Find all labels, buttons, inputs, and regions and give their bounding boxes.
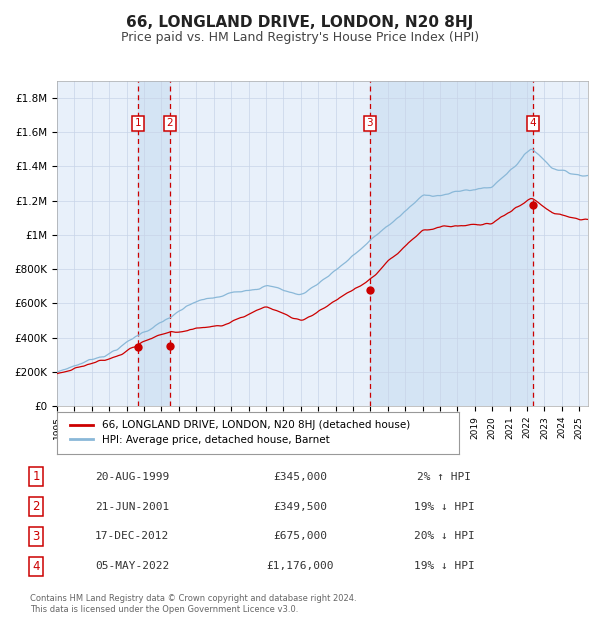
Text: 19% ↓ HPI: 19% ↓ HPI (413, 561, 475, 571)
Text: 2: 2 (32, 500, 40, 513)
Text: 1: 1 (134, 118, 141, 128)
Text: 1: 1 (32, 471, 40, 483)
Text: Price paid vs. HM Land Registry's House Price Index (HPI): Price paid vs. HM Land Registry's House … (121, 31, 479, 44)
Text: 4: 4 (32, 560, 40, 572)
Bar (370, 81, 533, 406)
Text: 3: 3 (367, 118, 373, 128)
Text: £349,500: £349,500 (273, 502, 327, 512)
Text: 21-JUN-2001: 21-JUN-2001 (95, 502, 169, 512)
Legend: 66, LONGLAND DRIVE, LONDON, N20 8HJ (detached house), HPI: Average price, detach: 66, LONGLAND DRIVE, LONDON, N20 8HJ (det… (66, 416, 414, 450)
Text: 66, LONGLAND DRIVE, LONDON, N20 8HJ: 66, LONGLAND DRIVE, LONDON, N20 8HJ (127, 16, 473, 30)
Text: 3: 3 (32, 530, 40, 542)
Bar (138, 81, 170, 406)
Text: 17-DEC-2012: 17-DEC-2012 (95, 531, 169, 541)
Text: 4: 4 (530, 118, 536, 128)
Text: 05-MAY-2022: 05-MAY-2022 (95, 561, 169, 571)
Text: Contains HM Land Registry data © Crown copyright and database right 2024.
This d: Contains HM Land Registry data © Crown c… (30, 595, 356, 614)
Text: 20-AUG-1999: 20-AUG-1999 (95, 472, 169, 482)
Text: £675,000: £675,000 (273, 531, 327, 541)
Text: 2% ↑ HPI: 2% ↑ HPI (417, 472, 471, 482)
Text: £345,000: £345,000 (273, 472, 327, 482)
Text: 19% ↓ HPI: 19% ↓ HPI (413, 502, 475, 512)
Text: £1,176,000: £1,176,000 (266, 561, 334, 571)
Text: 2: 2 (166, 118, 173, 128)
Text: 20% ↓ HPI: 20% ↓ HPI (413, 531, 475, 541)
